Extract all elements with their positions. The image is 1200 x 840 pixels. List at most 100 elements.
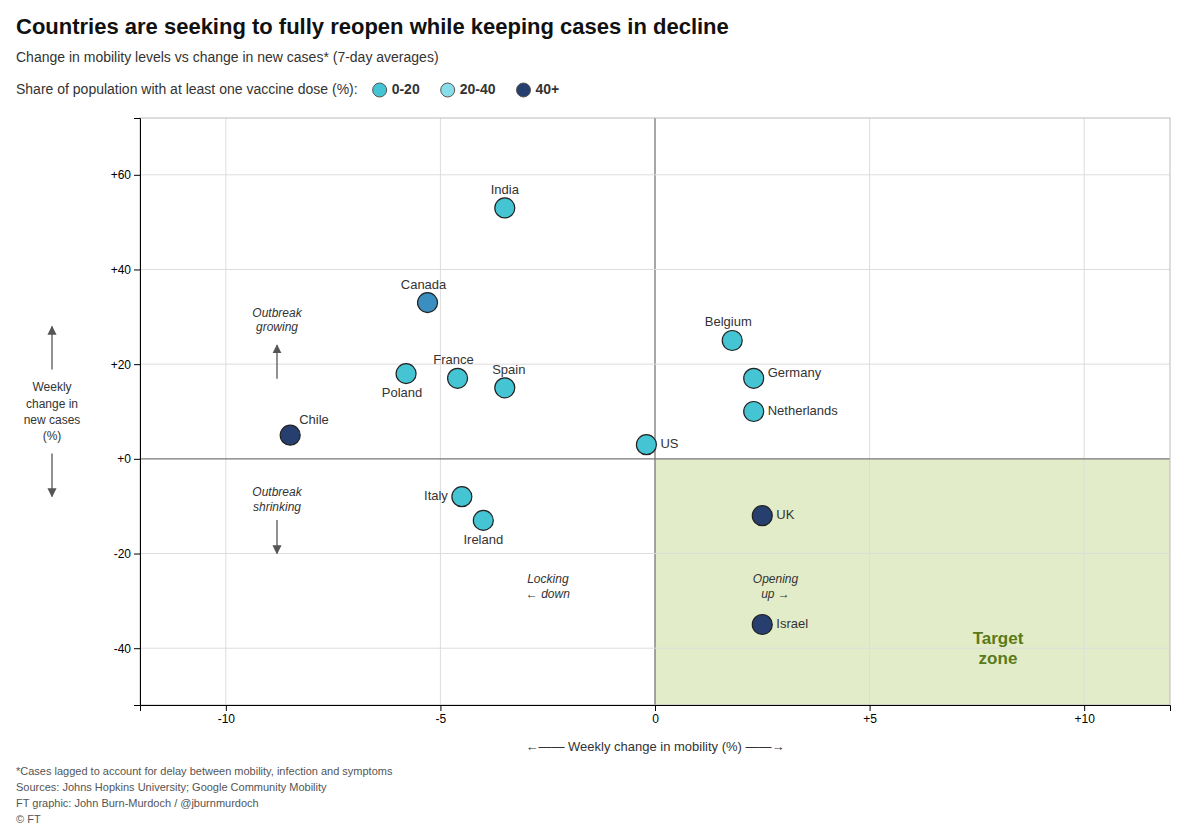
point bbox=[418, 293, 438, 313]
point bbox=[280, 425, 300, 445]
point bbox=[744, 402, 764, 422]
point-label: India bbox=[491, 182, 520, 197]
target-zone bbox=[655, 459, 1170, 705]
text-line: ← down bbox=[526, 587, 570, 601]
x-tick-mark bbox=[655, 705, 656, 711]
legend-label: 40+ bbox=[536, 81, 560, 97]
x-axis-line bbox=[141, 706, 1171, 712]
legend-item: 40+ bbox=[517, 81, 560, 97]
x-tick-mark bbox=[1084, 705, 1085, 711]
point-label: Chile bbox=[299, 412, 329, 427]
grid-line-x bbox=[1084, 118, 1085, 705]
grid-line-x bbox=[225, 118, 226, 705]
text-line: growing bbox=[256, 320, 298, 334]
point-label: Israel bbox=[776, 616, 808, 631]
x-tick: +10 bbox=[1074, 705, 1095, 726]
x-axis: -10-50+5+10 bbox=[141, 705, 1171, 726]
chart: Countries are seeking to fully reopen wh… bbox=[0, 0, 1200, 840]
point-label: Poland bbox=[382, 385, 422, 400]
x-tick-label: +5 bbox=[863, 712, 877, 726]
text-line: change in bbox=[26, 397, 78, 411]
legend-item: 20-40 bbox=[441, 81, 496, 97]
y-tick-label: +20 bbox=[111, 358, 132, 372]
annotation-arrow bbox=[276, 345, 277, 378]
grid-line-y bbox=[140, 364, 1170, 365]
text-line: Opening bbox=[753, 572, 799, 586]
x-tick: +5 bbox=[863, 705, 877, 726]
y-tick-mark bbox=[134, 269, 140, 270]
grid bbox=[140, 118, 1170, 705]
x-tick-label: 0 bbox=[652, 712, 659, 726]
text-line: Outbreak bbox=[252, 306, 302, 320]
x-tick-mark bbox=[226, 705, 227, 711]
legend-item: 0-20 bbox=[373, 81, 420, 97]
point bbox=[752, 506, 772, 526]
text-line: shrinking bbox=[253, 500, 301, 514]
y-tick-mark bbox=[134, 554, 140, 555]
text-line: up → bbox=[761, 587, 790, 601]
point bbox=[744, 368, 764, 388]
y-tick-label: -20 bbox=[114, 547, 132, 561]
y-tick: -20 bbox=[114, 547, 140, 561]
point-label: Canada bbox=[401, 277, 447, 292]
point bbox=[452, 487, 472, 507]
y-axis-arrow-down bbox=[51, 454, 52, 497]
text-line: Target bbox=[973, 629, 1024, 648]
point-label: Netherlands bbox=[768, 403, 839, 418]
y-tick-label: +0 bbox=[117, 452, 131, 466]
point-label: France bbox=[433, 352, 473, 367]
x-tick-mark bbox=[870, 705, 871, 711]
text-line: Weekly bbox=[32, 380, 71, 394]
grid-line-y bbox=[140, 269, 1170, 270]
y-tick-mark bbox=[134, 648, 140, 649]
x-tick: 0 bbox=[652, 705, 659, 726]
subtitle: Change in mobility levels vs change in n… bbox=[16, 49, 439, 65]
point-label: Ireland bbox=[463, 532, 503, 547]
point bbox=[636, 435, 656, 455]
y-axis: -40 -20 +0 +20 +40 +60 bbox=[111, 119, 141, 706]
zone-label: Targetzone bbox=[973, 629, 1024, 668]
x-tick: -5 bbox=[436, 705, 447, 726]
zero-line-x bbox=[654, 118, 655, 705]
y-tick: +40 bbox=[111, 263, 140, 277]
grid-line-y bbox=[140, 174, 1170, 175]
text-line: zone bbox=[979, 649, 1018, 668]
text-line: Locking bbox=[527, 572, 569, 586]
footnote: Sources: Johns Hopkins University; Googl… bbox=[16, 781, 327, 793]
y-tick-label: -40 bbox=[114, 642, 132, 656]
annotation-arrow bbox=[276, 520, 277, 553]
grid-line-y bbox=[140, 553, 1170, 554]
annotations: OutbreakgrowingOutbreakshrinkingLocking←… bbox=[252, 306, 1023, 669]
point bbox=[473, 510, 493, 530]
text-line: new cases bbox=[24, 413, 81, 427]
point-label: Spain bbox=[492, 362, 525, 377]
point bbox=[495, 378, 515, 398]
plot-frame bbox=[140, 118, 1170, 705]
footnote: *Cases lagged to account for delay betwe… bbox=[16, 765, 393, 777]
annotation: Locking← down bbox=[526, 572, 570, 600]
point-label: UK bbox=[776, 507, 794, 522]
grid-line-x bbox=[440, 118, 441, 705]
plot: -10-50+5+10-40-20+0+20+40+60IndiaCanadaC… bbox=[111, 118, 1171, 754]
footnote: FT graphic: John Burn-Murdoch / @jburnmu… bbox=[16, 797, 259, 809]
points bbox=[280, 198, 772, 635]
y-tick-mark bbox=[134, 459, 140, 460]
point-label: Germany bbox=[768, 365, 822, 380]
x-tick-mark bbox=[440, 705, 441, 711]
y-tick-mark bbox=[134, 364, 140, 365]
point bbox=[495, 198, 515, 218]
grid-line-x bbox=[869, 118, 870, 705]
point bbox=[396, 364, 416, 384]
legend-title: Share of population with at least one va… bbox=[16, 81, 358, 97]
title: Countries are seeking to fully reopen wh… bbox=[16, 14, 729, 39]
y-tick: +60 bbox=[111, 168, 140, 182]
text-line: (%) bbox=[43, 429, 62, 443]
y-tick: +0 bbox=[117, 452, 140, 466]
y-tick: +20 bbox=[111, 358, 140, 372]
y-tick-label: +40 bbox=[111, 263, 132, 277]
text-line: Outbreak bbox=[252, 485, 302, 499]
x-tick-label: +10 bbox=[1074, 712, 1095, 726]
y-axis-arrow-up bbox=[51, 327, 52, 370]
y-tick-label: +60 bbox=[111, 168, 132, 182]
legend-swatch bbox=[517, 83, 531, 97]
